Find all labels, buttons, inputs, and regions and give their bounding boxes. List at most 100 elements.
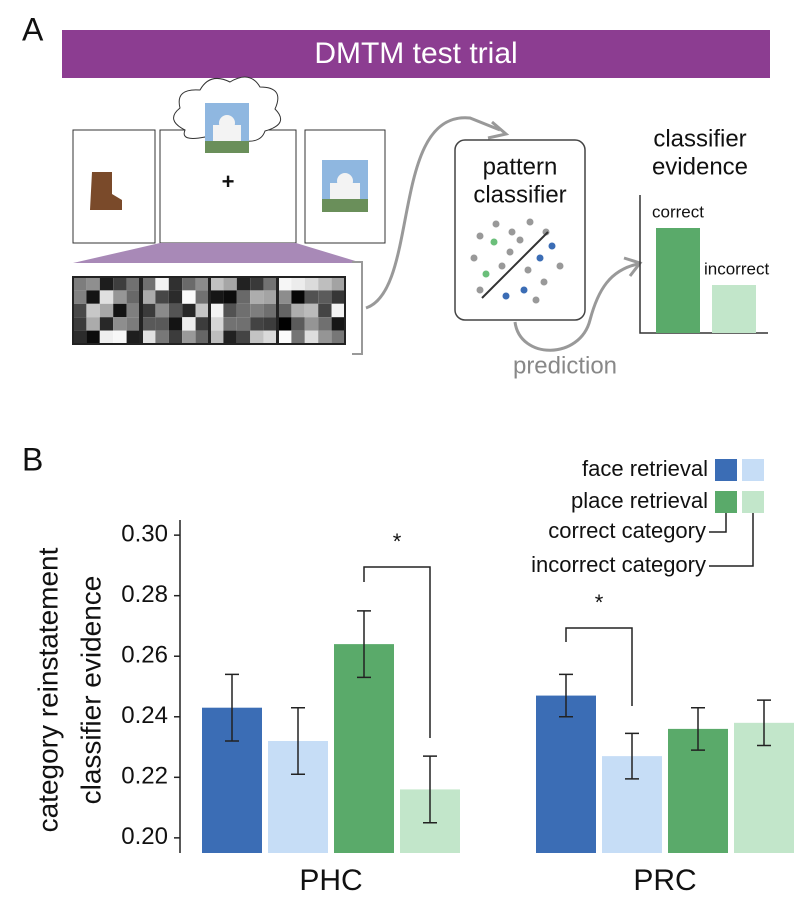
voxel (142, 290, 156, 304)
significance-star: * (393, 529, 402, 554)
legend-swatch (715, 459, 737, 481)
legend-row-label: place retrieval (571, 488, 708, 513)
error-bar (559, 673, 573, 718)
significance-bracket (565, 627, 633, 706)
voxel (142, 277, 156, 291)
voxel (291, 277, 305, 291)
voxel (278, 330, 292, 344)
voxel (182, 330, 196, 344)
voxel (250, 330, 264, 344)
legend-row-label: face retrieval (582, 456, 708, 481)
voxel (291, 303, 305, 318)
fixation-cross: + (222, 169, 235, 194)
voxel (291, 317, 305, 331)
voxel (331, 290, 345, 304)
voxel (331, 303, 345, 318)
voxel (291, 290, 305, 304)
error-bar (225, 673, 239, 742)
voxel (113, 317, 127, 331)
voxel (142, 303, 156, 318)
voxel (182, 317, 196, 331)
dot (516, 236, 524, 244)
voxel (278, 303, 292, 318)
voxel (318, 317, 332, 331)
bar (536, 695, 596, 853)
error-bar (625, 732, 639, 780)
y-axis-label: category reinstatement (32, 547, 63, 832)
panel-label: B (22, 441, 43, 477)
dot (476, 232, 484, 240)
error-bar (757, 699, 771, 747)
evidence-title: classifier (653, 125, 746, 152)
voxel (113, 303, 127, 318)
voxel (113, 290, 127, 304)
dot (492, 220, 500, 228)
significance-star: * (595, 590, 604, 615)
legend-swatch (715, 491, 737, 513)
projection (73, 243, 362, 263)
voxel (195, 303, 209, 318)
dot (526, 218, 534, 226)
voxel (291, 330, 305, 344)
voxel (126, 330, 140, 344)
arrowhead (487, 120, 510, 140)
y-tick-label: 0.24 (121, 702, 168, 729)
grid-frame (72, 276, 141, 345)
voxel (99, 330, 114, 344)
dot (502, 292, 510, 300)
panel-b: B category reinstatement classifier evid… (22, 441, 794, 897)
voxel (318, 277, 332, 291)
legend-connector (709, 513, 727, 533)
voxel (168, 317, 183, 331)
voxel (155, 277, 169, 291)
y-tick-label: 0.28 (121, 581, 168, 608)
voxel (250, 317, 264, 331)
voxel (142, 330, 156, 344)
dot (524, 266, 532, 274)
voxel (86, 277, 100, 291)
dot (508, 228, 516, 236)
voxel (223, 303, 237, 318)
voxel (278, 317, 292, 331)
dot (548, 242, 556, 250)
voxel (223, 290, 237, 304)
voxel (86, 290, 100, 304)
voxel (86, 317, 100, 331)
voxel (73, 330, 87, 344)
dot (542, 228, 550, 236)
dot (506, 248, 514, 256)
error-bar (691, 706, 705, 751)
x-tick-label: PHC (299, 864, 362, 897)
voxel (278, 277, 292, 291)
voxel (142, 317, 156, 331)
voxel (73, 317, 87, 331)
voxel (236, 303, 251, 318)
voxel (263, 277, 277, 291)
y-tick-label: 0.30 (121, 520, 168, 547)
voxel (210, 330, 224, 344)
voxel (304, 277, 319, 291)
voxel (155, 317, 169, 331)
significance-bracket (363, 566, 431, 738)
voxel (73, 277, 87, 291)
voxel (210, 303, 224, 318)
voxel (318, 330, 332, 344)
dot (482, 270, 490, 278)
dot (498, 262, 506, 270)
voxel (99, 290, 114, 304)
mini-bar-label: incorrect (704, 259, 769, 278)
voxel (318, 290, 332, 304)
error-bar (423, 755, 437, 824)
dot (540, 278, 548, 286)
voxel (210, 317, 224, 331)
voxel (210, 290, 224, 304)
voxel (236, 277, 251, 291)
voxel (195, 290, 209, 304)
voxel (182, 290, 196, 304)
frame (304, 129, 386, 244)
voxel (236, 290, 251, 304)
classifier-title: classifier (473, 181, 566, 208)
voxel (331, 330, 345, 344)
classifier-dots (470, 218, 564, 304)
